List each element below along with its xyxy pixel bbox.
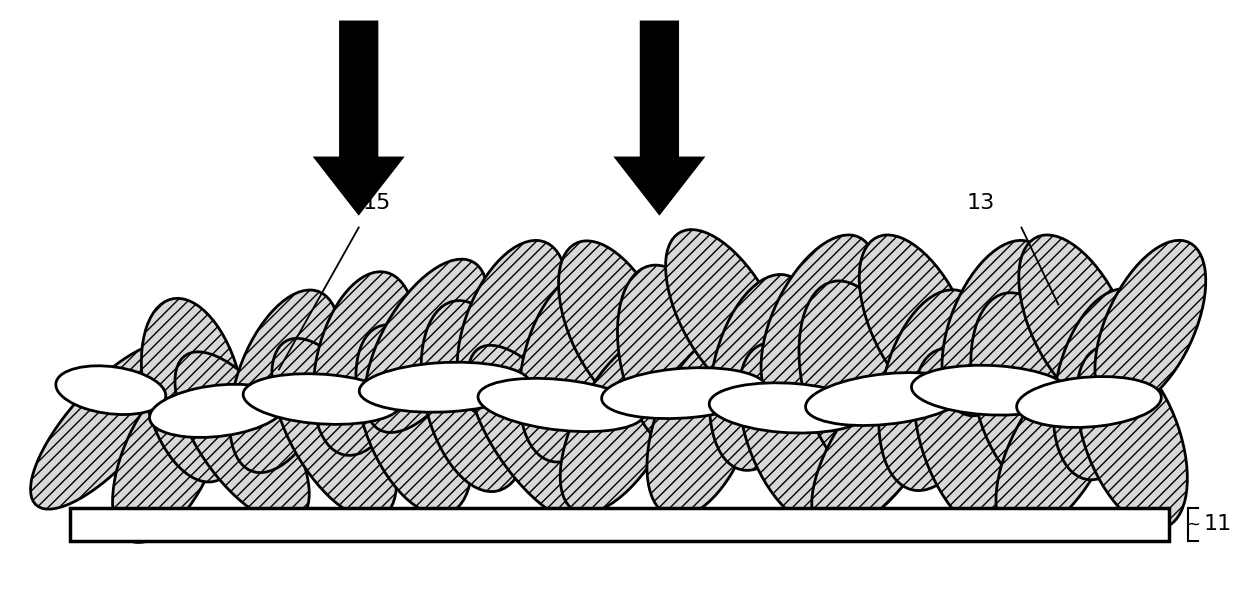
Ellipse shape [761, 235, 877, 410]
Ellipse shape [996, 356, 1121, 537]
Ellipse shape [971, 293, 1085, 494]
Ellipse shape [709, 383, 867, 433]
Ellipse shape [1076, 346, 1188, 529]
Ellipse shape [365, 259, 487, 432]
Ellipse shape [618, 265, 725, 456]
Ellipse shape [1017, 377, 1162, 427]
Ellipse shape [458, 241, 567, 416]
Ellipse shape [477, 378, 645, 432]
Ellipse shape [229, 290, 341, 473]
Ellipse shape [243, 374, 401, 424]
Ellipse shape [560, 333, 684, 513]
Ellipse shape [31, 342, 184, 509]
Ellipse shape [1053, 289, 1162, 480]
Ellipse shape [879, 290, 992, 491]
Text: ~: ~ [1187, 516, 1200, 534]
Ellipse shape [175, 352, 309, 523]
Text: 13: 13 [967, 193, 994, 213]
Text: 11: 11 [1203, 515, 1231, 534]
Ellipse shape [942, 241, 1052, 416]
Ellipse shape [356, 325, 472, 515]
Polygon shape [614, 20, 706, 216]
Ellipse shape [150, 384, 285, 438]
Ellipse shape [911, 365, 1070, 415]
Ellipse shape [422, 301, 529, 491]
Text: 15: 15 [363, 193, 392, 213]
Ellipse shape [56, 366, 166, 414]
Ellipse shape [601, 368, 766, 418]
Bar [71, 509, 1169, 541]
Ellipse shape [520, 271, 627, 462]
Ellipse shape [647, 334, 758, 517]
Ellipse shape [666, 230, 789, 403]
Ellipse shape [272, 338, 397, 519]
Ellipse shape [806, 373, 967, 426]
Ellipse shape [141, 298, 244, 482]
Ellipse shape [1095, 241, 1205, 410]
Ellipse shape [799, 281, 913, 482]
Ellipse shape [739, 343, 849, 526]
Ellipse shape [469, 345, 605, 524]
Ellipse shape [113, 368, 224, 543]
Ellipse shape [859, 235, 975, 410]
Ellipse shape [709, 275, 818, 470]
Ellipse shape [558, 241, 675, 416]
Ellipse shape [314, 272, 417, 456]
Polygon shape [312, 20, 404, 216]
Ellipse shape [1019, 235, 1135, 410]
Ellipse shape [360, 362, 529, 412]
Ellipse shape [812, 354, 949, 533]
Ellipse shape [914, 349, 1030, 538]
